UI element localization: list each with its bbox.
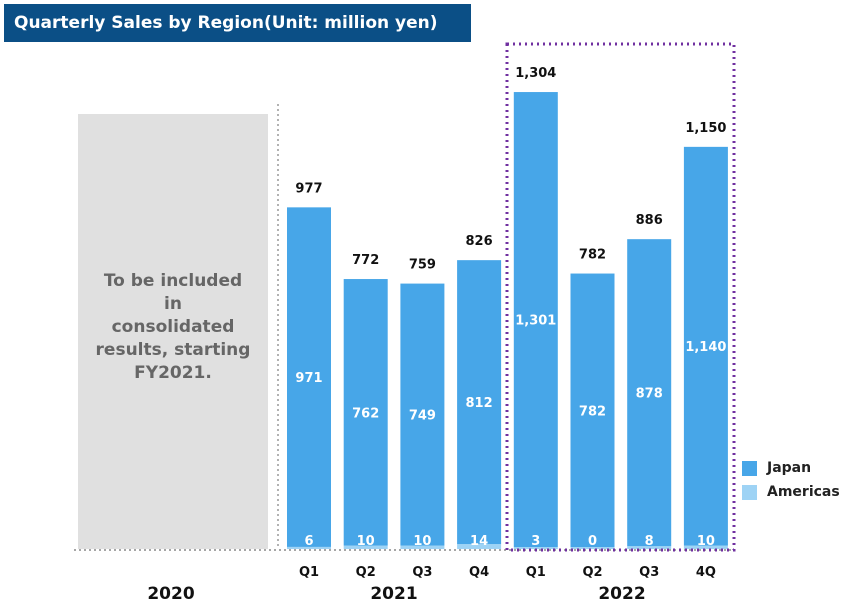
- legend-swatch-japan: [742, 460, 757, 476]
- total-label-7: 1,150: [685, 121, 726, 136]
- japan-label-7: 1,140: [685, 340, 726, 355]
- japan-label-1: 762: [352, 406, 379, 421]
- americas-label-7: 10: [697, 534, 715, 549]
- total-label-4: 1,304: [515, 66, 556, 81]
- total-label-3: 826: [466, 234, 493, 249]
- bar-americas-6: [627, 546, 672, 549]
- legend-item-japan: Japan: [742, 456, 840, 480]
- bar-japan-1: [343, 279, 388, 546]
- total-label-0: 977: [295, 181, 322, 196]
- japan-label-2: 749: [409, 409, 436, 424]
- year-label-2020: 2020: [147, 584, 195, 604]
- japan-label-5: 782: [579, 404, 606, 419]
- total-label-6: 886: [636, 213, 663, 228]
- legend-swatch-americas: [742, 484, 757, 500]
- americas-label-4: 3: [531, 534, 540, 549]
- chart-title: Quarterly Sales by Region(Unit: million …: [4, 4, 471, 42]
- americas-label-6: 8: [645, 534, 654, 549]
- bar-americas-1: [343, 545, 388, 549]
- americas-label-5: 0: [588, 534, 597, 549]
- japan-label-4: 1,301: [515, 314, 556, 329]
- japan-label-6: 878: [636, 387, 663, 402]
- x-tick-label-5: Q2: [582, 565, 602, 580]
- total-label-1: 772: [352, 253, 379, 268]
- x-tick-label-6: Q3: [639, 565, 659, 580]
- bar-americas-7: [683, 545, 728, 549]
- legend-label-americas: Americas: [767, 484, 840, 500]
- bar-americas-5: [570, 547, 615, 549]
- fy2020-note: To be included in consolidated results, …: [95, 271, 251, 383]
- bar-japan-5: [570, 273, 615, 547]
- total-label-2: 759: [409, 258, 436, 273]
- bar-japan-4: [513, 92, 558, 548]
- legend: Japan Americas: [742, 456, 840, 504]
- x-tick-label-0: Q1: [299, 565, 319, 580]
- bar-americas-0: [287, 546, 331, 549]
- bar-americas-2: [400, 545, 445, 549]
- fy2020-placeholder: [78, 114, 268, 549]
- bar-japan-2: [400, 283, 445, 546]
- x-tick-label-1: Q2: [356, 565, 376, 580]
- legend-item-americas: Americas: [742, 480, 840, 504]
- highlight-2022-box: [505, 42, 736, 552]
- year-label-2022: 2022: [598, 584, 646, 604]
- bar-japan-3: [457, 260, 502, 545]
- bar-americas-3: [457, 544, 502, 549]
- x-tick-label-4: Q1: [526, 565, 546, 580]
- legend-label-japan: Japan: [767, 460, 812, 476]
- bar-japan-7: [683, 146, 728, 546]
- americas-label-1: 10: [357, 534, 375, 549]
- americas-label-0: 6: [304, 534, 313, 549]
- x-tick-label-2: Q3: [412, 565, 432, 580]
- bar-japan-0: [287, 207, 331, 547]
- bar-japan-6: [627, 239, 672, 547]
- americas-label-3: 14: [470, 534, 488, 549]
- x-tick-label-3: Q4: [469, 565, 489, 580]
- bar-americas-4: [513, 547, 558, 549]
- japan-label-0: 971: [295, 371, 322, 386]
- x-tick-label-7: 4Q: [696, 565, 716, 580]
- americas-label-2: 10: [413, 534, 431, 549]
- total-label-5: 782: [579, 248, 606, 263]
- year-label-2021: 2021: [370, 584, 418, 604]
- japan-label-3: 812: [466, 396, 493, 411]
